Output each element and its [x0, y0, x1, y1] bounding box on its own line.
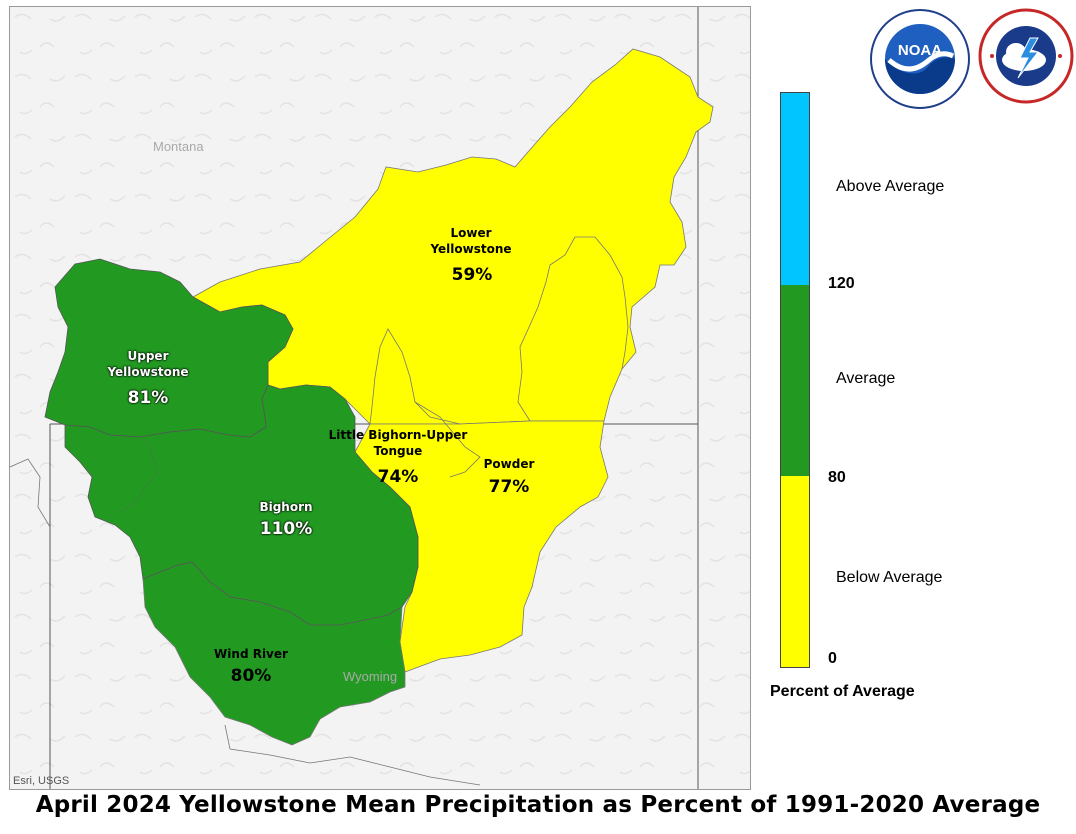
legend-title: Percent of Average — [770, 683, 915, 700]
basin-value-lower-yellowstone: 59% — [451, 265, 493, 285]
sub-basin-boundary-powder-north — [517, 236, 629, 422]
sub-basin-boundary-little-bighorn — [414, 401, 481, 478]
basin-label-wind-river: Wind River — [214, 647, 288, 661]
basin-label-little-bighorn-upper-tongue: Little Bighorn-Upper Tongue — [328, 428, 468, 458]
basin-value-bighorn: 110% — [259, 519, 313, 539]
nws-logo — [978, 8, 1074, 108]
basin-map — [10, 7, 750, 789]
legend-label-below-average: Below Average — [836, 569, 943, 586]
basin-label-lower-yellowstone: Lower Yellowstone — [430, 226, 512, 256]
state-boundary-idaho — [10, 458, 51, 528]
basin-value-powder: 77% — [488, 477, 530, 497]
basin-label-powder: Powder — [483, 457, 535, 471]
legend-tick-120: 120 — [828, 275, 855, 292]
basin-label-upper-yellowstone: Upper Yellowstone — [107, 349, 189, 379]
basin-value-upper-yellowstone: 81% — [127, 388, 169, 408]
legend-swatch-below-average — [781, 476, 809, 667]
basin-label-bighorn: Bighorn — [259, 500, 313, 514]
legend-swatch-average — [781, 285, 809, 476]
legend-label-average: Average — [836, 370, 896, 387]
basin-value-little-bighorn-upper-tongue: 74% — [377, 467, 419, 487]
legend-label-above-average: Above Average — [836, 178, 945, 195]
noaa-logo: NOAA — [869, 8, 971, 114]
map-attribution: Esri, USGS — [13, 775, 70, 787]
basin-outline-south — [224, 724, 481, 786]
legend-swatch-above-average — [781, 93, 809, 285]
legend-tick-80: 80 — [828, 469, 846, 486]
page-title: April 2024 Yellowstone Mean Precipitatio… — [35, 792, 1041, 818]
legend-tick-0: 0 — [828, 650, 837, 667]
noaa-wordmark: NOAA — [898, 42, 942, 59]
legend-color-bar — [780, 92, 810, 668]
state-label-wyoming: Wyoming — [343, 669, 398, 684]
sub-basin-boundary-tongue — [369, 328, 461, 425]
state-label-montana: Montana — [153, 139, 204, 154]
basin-bighorn[interactable] — [64, 384, 419, 626]
basin-value-wind-river: 80% — [230, 666, 272, 686]
map-panel[interactable]: Montana Wyoming Lower Yellowstone 59% Up… — [9, 6, 751, 790]
sub-basin-boundary-bighorn-west — [119, 436, 159, 513]
